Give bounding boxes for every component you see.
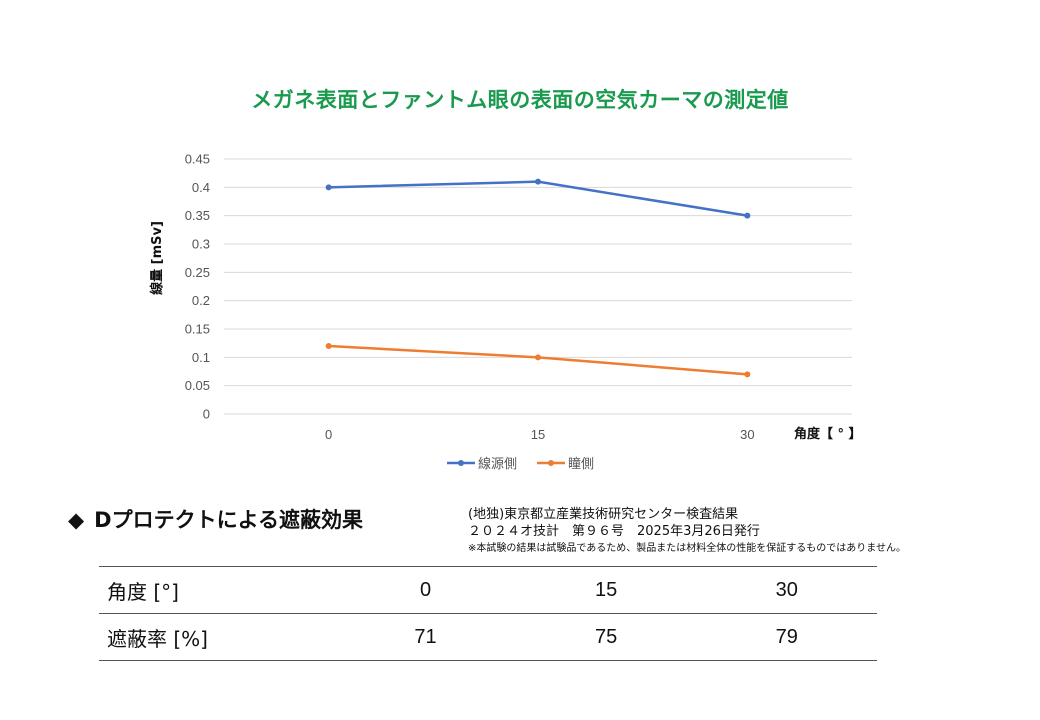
y-tick-label: 0.15 — [185, 322, 210, 337]
table-row-label: 遮蔽率 [%] — [107, 626, 208, 651]
x-axis-title: 角度【 ° 】 — [794, 426, 862, 442]
data-point — [744, 212, 751, 219]
table-cell: 79 — [775, 625, 798, 648]
y-tick-label: 0.1 — [192, 350, 210, 365]
y-tick-label: 0.35 — [185, 208, 210, 223]
y-tick-label: 0 — [203, 407, 210, 422]
y-tick-label: 0.05 — [185, 378, 210, 393]
x-tick-label: 30 — [740, 427, 754, 442]
table-cell: 75 — [594, 625, 618, 648]
legend-marker — [548, 460, 554, 466]
y-tick-label: 0.25 — [185, 265, 210, 280]
chart-title: メガネ表面とファントム眼の表面の空気カーマの測定値 — [251, 88, 789, 112]
legend-label: 線源側 — [478, 456, 517, 472]
y-tick-label: 0.4 — [192, 180, 210, 195]
data-point — [744, 371, 751, 378]
data-point — [535, 354, 541, 361]
data-point — [535, 178, 541, 185]
section-heading: ◆ Dプロテクトによる遮蔽効果 — [68, 504, 363, 534]
legend-label: 瞳側 — [568, 457, 594, 472]
data-point — [325, 184, 332, 191]
table-row: 遮蔽率 [%] 71 75 79 — [99, 614, 877, 661]
legend-marker — [458, 460, 464, 466]
series-line-0 — [328, 180, 748, 217]
data-point — [325, 343, 332, 349]
table-cell: 30 — [775, 578, 798, 601]
y-tick-label: 0.2 — [192, 293, 210, 308]
source-disclaimer: ※本試験の結果は試験品であるため、製品または材料全体の性能を保証するものではあり… — [468, 543, 906, 554]
x-tick-label: 15 — [531, 427, 545, 442]
table-row-label: 角度 [°] — [107, 579, 179, 604]
section-heading-text: Dプロテクトによる遮蔽効果 — [94, 508, 363, 532]
table-cell: 0 — [419, 578, 432, 601]
table-cell: 71 — [414, 625, 437, 648]
line-chart: 00.050.10.150.20.250.30.350.40.45 0 15 30 … — [149, 152, 862, 473]
y-axis-title: 線量 [mSv] — [149, 221, 165, 295]
table-cell: 15 — [594, 578, 618, 601]
source-note: (地独)東京都立産業技術研究センター検査結果 ２０２４オ技計 第９６号 2025… — [468, 506, 906, 558]
source-line-2: ２０２４オ技計 第９６号 2025年3月26日発行 — [468, 524, 760, 539]
shielding-table: 角度 [°] 0 15 30 遮蔽率 [%] 71 75 79 — [99, 566, 877, 661]
table-row: 角度 [°] 0 15 30 — [99, 566, 877, 614]
y-tick-label: 0.3 — [192, 237, 210, 252]
y-tick-label: 0.45 — [185, 152, 210, 167]
diamond-bullet-icon: ◆ — [68, 508, 85, 532]
x-tick-label: 0 — [325, 427, 332, 442]
source-line-1: (地独)東京都立産業技術研究センター検査結果 — [468, 507, 739, 522]
